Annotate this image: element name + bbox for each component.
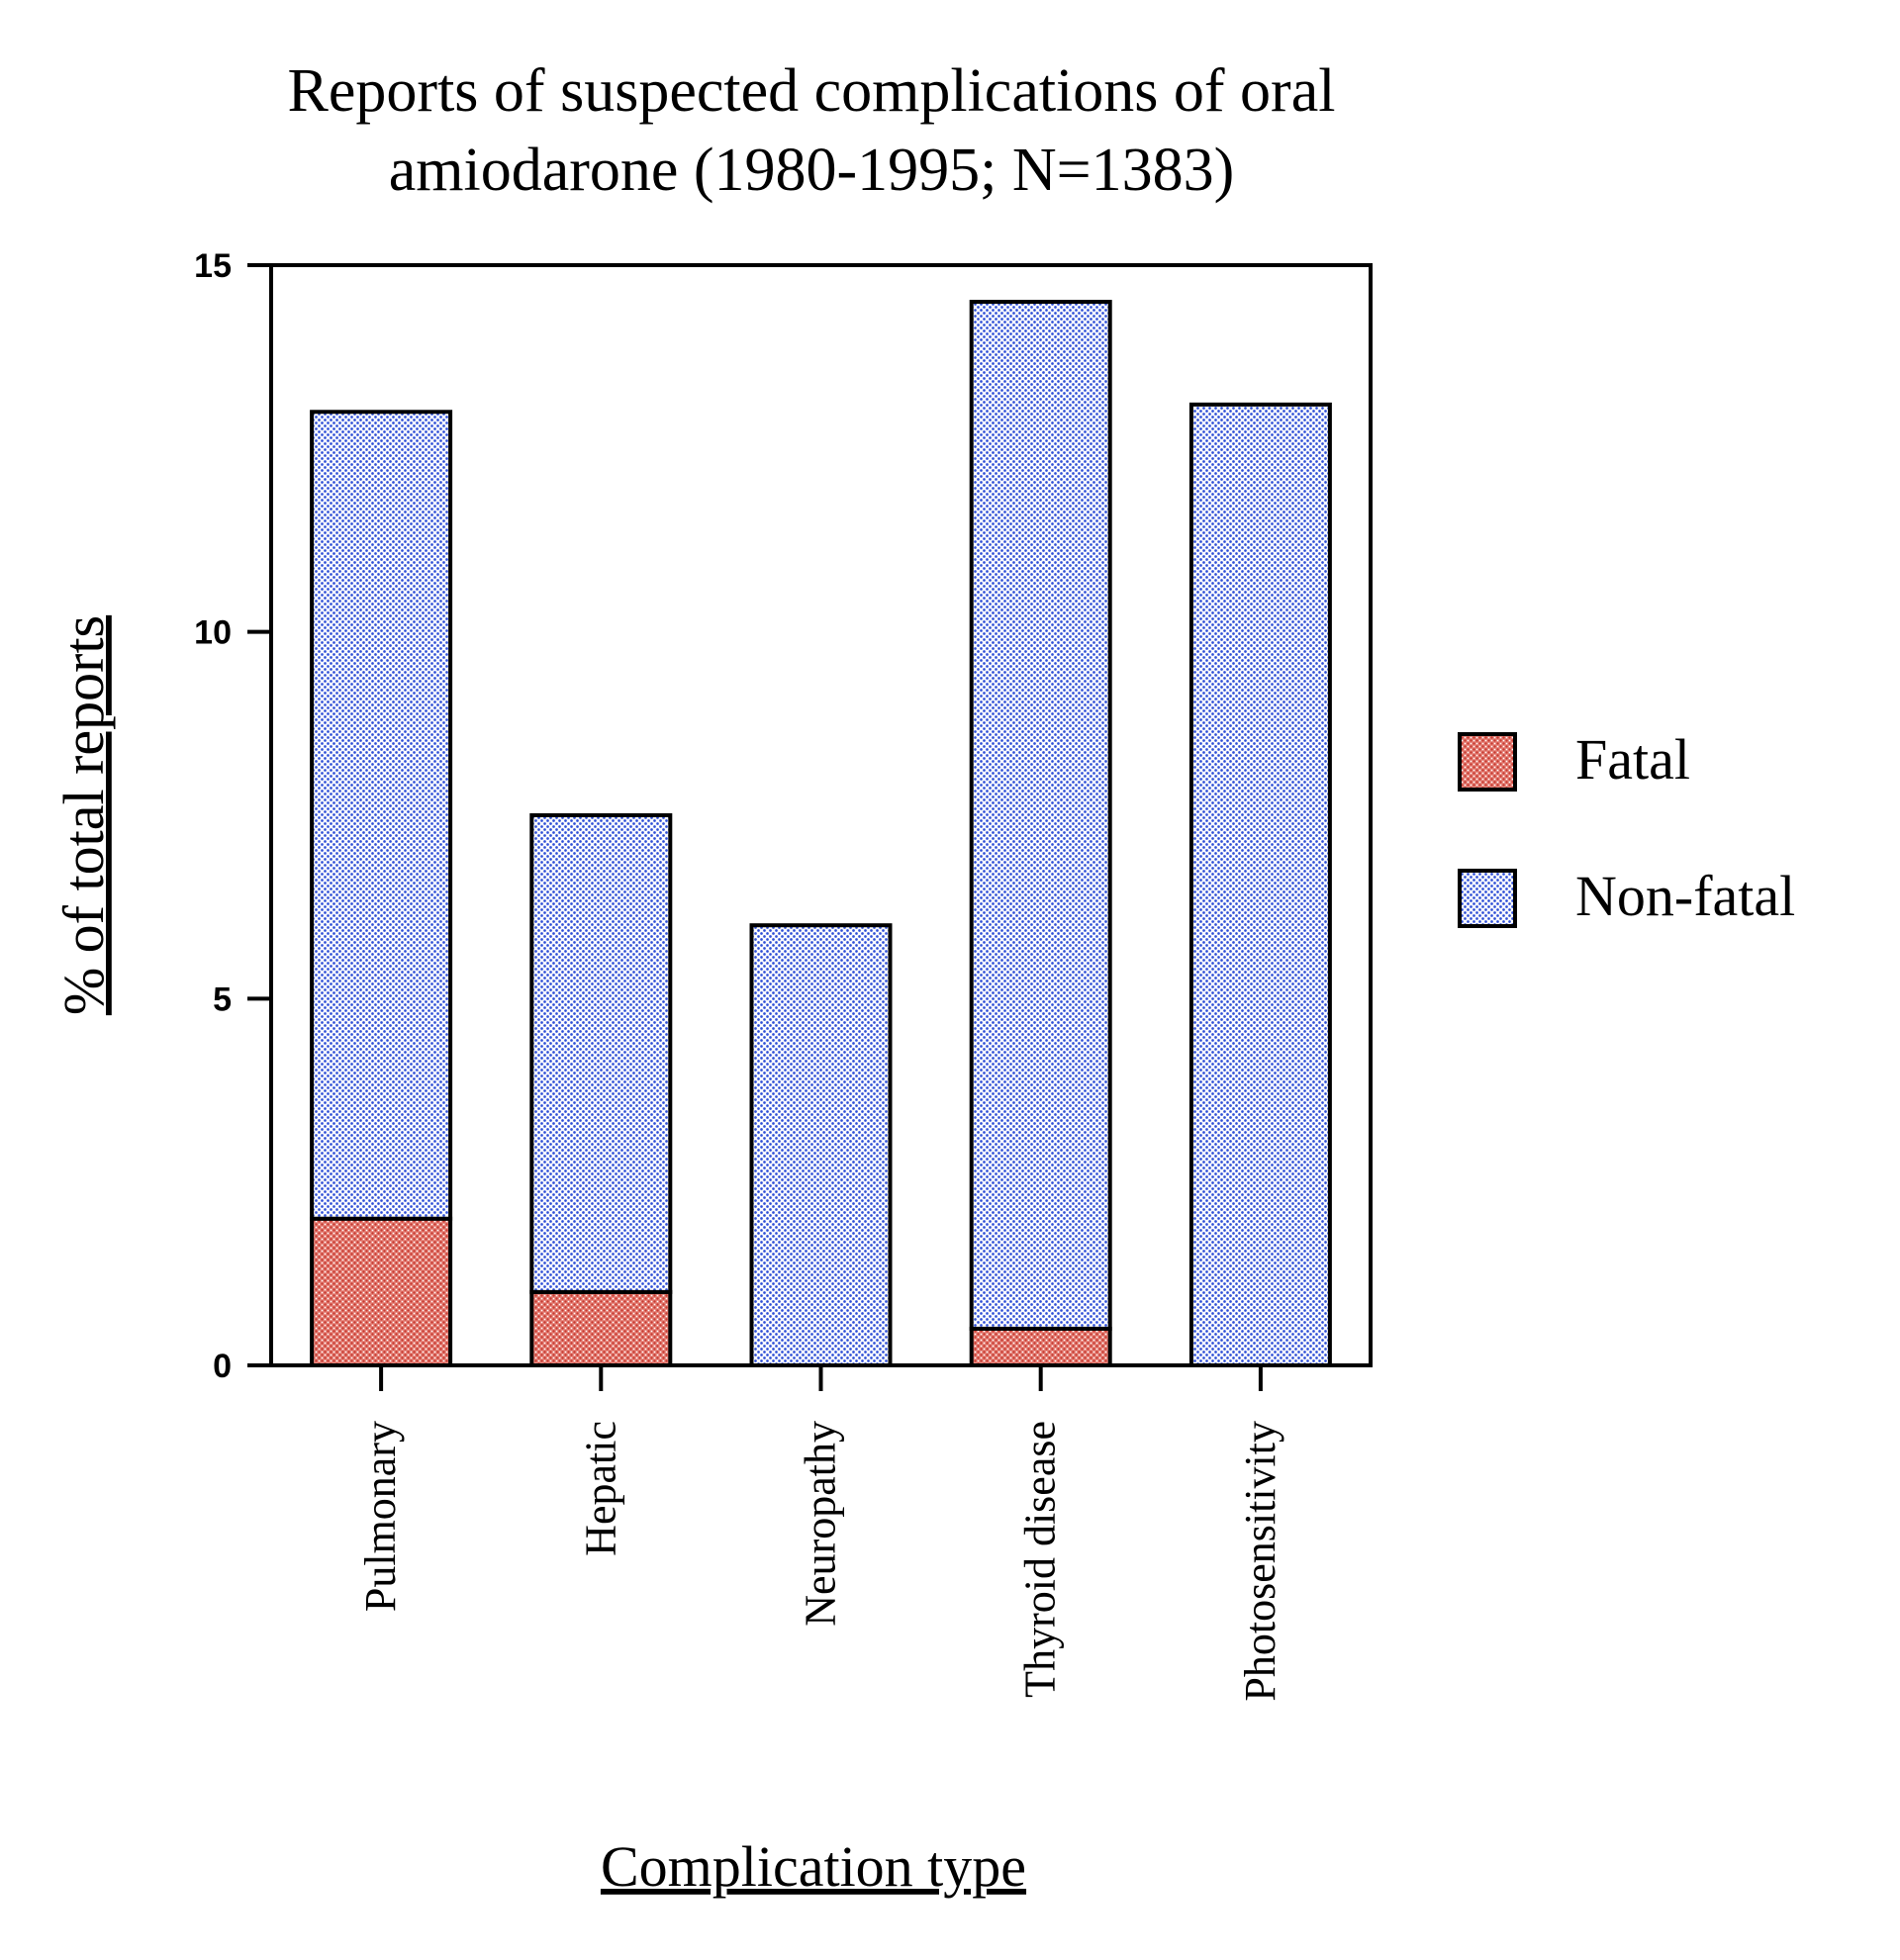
x-tick-label: Hepatic xyxy=(576,1421,624,1556)
y-tick-label: 0 xyxy=(213,1348,232,1385)
legend: Fatal Non-fatal xyxy=(1458,727,1795,928)
x-axis: Pulmonary Hepatic Neuropathy Thyroid diseas… xyxy=(356,1365,1284,1702)
chart-title-line-1: Reports of suspected complications of or… xyxy=(288,57,1336,125)
bar-nonfatal xyxy=(969,300,1112,1331)
legend-label-fatal: Fatal xyxy=(1575,727,1690,792)
bar-nonfatal xyxy=(310,410,453,1221)
y-axis-label: % of total reports xyxy=(51,615,116,1015)
bar-fatal xyxy=(969,1326,1112,1368)
y-tick-label: 5 xyxy=(213,980,232,1018)
bar-fatal xyxy=(529,1289,673,1368)
bar-nonfatal xyxy=(1188,402,1332,1367)
x-axis-label: Complication type xyxy=(601,1834,1026,1899)
y-axis: 0 5 10 15 xyxy=(194,247,271,1385)
legend-swatch-fatal xyxy=(1458,732,1517,792)
chart-title-line-2: amiodarone (1980-1995; N=1383) xyxy=(389,137,1235,204)
y-tick-label: 15 xyxy=(194,247,232,285)
legend-swatch-nonfatal xyxy=(1458,869,1517,928)
bar-fatal xyxy=(310,1216,453,1367)
bar-nonfatal xyxy=(529,813,673,1294)
x-tick-label: Pulmonary xyxy=(356,1421,405,1612)
legend-label-nonfatal: Non-fatal xyxy=(1575,864,1795,928)
x-tick-label: Thyroid disease xyxy=(1016,1421,1065,1698)
bar-nonfatal xyxy=(749,923,893,1367)
bars xyxy=(310,300,1332,1368)
x-tick-label: Neuropathy xyxy=(797,1421,845,1627)
y-tick-label: 10 xyxy=(194,614,232,652)
x-tick-label: Photosensitivity xyxy=(1236,1421,1284,1702)
